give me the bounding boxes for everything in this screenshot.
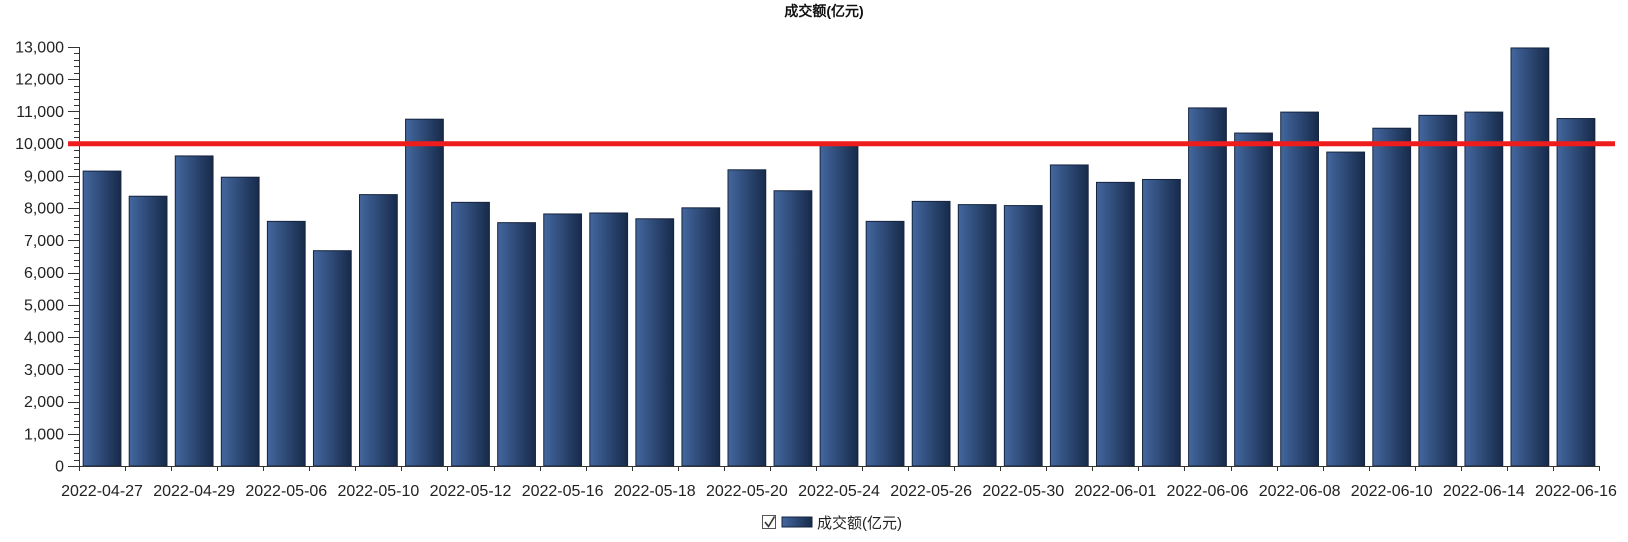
bar[interactable]	[635, 218, 675, 467]
bar[interactable]	[1510, 47, 1550, 467]
x-tick-label: 2022-06-01	[1074, 483, 1156, 500]
bar[interactable]	[819, 144, 859, 467]
legend-checkbox[interactable]	[762, 515, 776, 529]
bar[interactable]	[865, 220, 905, 467]
y-tick-label: 1,000	[24, 426, 64, 443]
y-tick-label: 13,000	[15, 40, 64, 57]
bar[interactable]	[681, 207, 721, 467]
bar[interactable]	[405, 118, 444, 467]
x-tick-label: 2022-06-08	[1259, 483, 1341, 500]
x-tick-label: 2022-05-10	[337, 483, 419, 500]
bar[interactable]	[1234, 132, 1273, 467]
y-tick-label: 6,000	[24, 265, 64, 282]
bar[interactable]	[1464, 111, 1504, 467]
bar[interactable]	[1372, 127, 1412, 467]
legend-label: 成交额(亿元)	[817, 514, 902, 532]
x-tick-label: 2022-06-06	[1167, 483, 1249, 500]
bar[interactable]	[911, 200, 951, 467]
bar[interactable]	[266, 220, 306, 467]
x-tick-label: 2022-05-20	[706, 483, 788, 500]
y-tick-label: 12,000	[15, 72, 64, 89]
bar[interactable]	[497, 222, 536, 467]
x-tick-label: 2022-05-12	[430, 483, 512, 500]
bar[interactable]	[451, 201, 490, 467]
legend-item[interactable]: 成交额(亿元)	[762, 514, 903, 532]
y-tick-label: 7,000	[24, 233, 64, 250]
y-tick-label: 0	[55, 459, 64, 476]
bar[interactable]	[1095, 181, 1135, 467]
bar[interactable]	[543, 213, 583, 467]
y-axis: 0 1,000 2,000 3,000 4,000 5,000 6,000 7,000 8,00…	[15, 40, 80, 476]
bar[interactable]	[957, 204, 997, 467]
bar[interactable]	[1049, 164, 1089, 467]
x-tick-label: 2022-05-16	[522, 483, 604, 500]
x-tick-label: 2022-05-18	[614, 483, 696, 500]
bar[interactable]	[312, 250, 352, 467]
y-tick-label: 4,000	[24, 330, 64, 347]
x-tick-label: 2022-05-24	[798, 483, 880, 500]
y-tick-label: 2,000	[24, 394, 64, 411]
x-tick-label: 2022-04-27	[61, 483, 143, 500]
x-tick-label: 2022-04-29	[153, 483, 235, 500]
x-tick-label: 2022-05-30	[982, 483, 1064, 500]
y-tick-label: 8,000	[24, 201, 64, 218]
bar[interactable]	[1280, 111, 1319, 467]
y-tick-label: 11,000	[16, 104, 64, 121]
bar[interactable]	[773, 190, 813, 467]
x-tick-label: 2022-05-06	[245, 483, 327, 500]
legend-swatch	[781, 516, 813, 528]
chart-title: 成交额(亿元)	[784, 3, 863, 19]
x-tick-label: 2022-06-14	[1443, 483, 1525, 500]
y-tick-label: 10,000	[15, 136, 64, 153]
bar[interactable]	[220, 176, 260, 467]
x-tick-label: 2022-05-26	[890, 483, 972, 500]
bar[interactable]	[128, 195, 168, 467]
x-axis: 2022-04-27 2022-04-29 2022-05-06 2022-05-10…	[61, 466, 1617, 500]
bar[interactable]	[82, 170, 122, 467]
bar[interactable]	[1556, 118, 1596, 467]
y-tick-label: 5,000	[24, 297, 64, 314]
bar[interactable]	[1142, 178, 1181, 467]
bar[interactable]	[1418, 114, 1458, 467]
bar[interactable]	[1326, 151, 1366, 467]
checkmark-icon	[764, 516, 776, 528]
y-tick-label: 9,000	[24, 168, 64, 185]
bar[interactable]	[1003, 205, 1043, 467]
bar[interactable]	[359, 194, 398, 467]
bar[interactable]	[727, 169, 767, 467]
x-tick-label: 2022-06-10	[1351, 483, 1433, 500]
bar[interactable]	[174, 155, 214, 467]
y-tick-label: 3,000	[24, 362, 64, 379]
bar-series	[82, 47, 1596, 467]
x-tick-label: 2022-06-16	[1535, 483, 1617, 500]
bar[interactable]	[589, 212, 629, 467]
bar[interactable]	[1188, 107, 1227, 467]
